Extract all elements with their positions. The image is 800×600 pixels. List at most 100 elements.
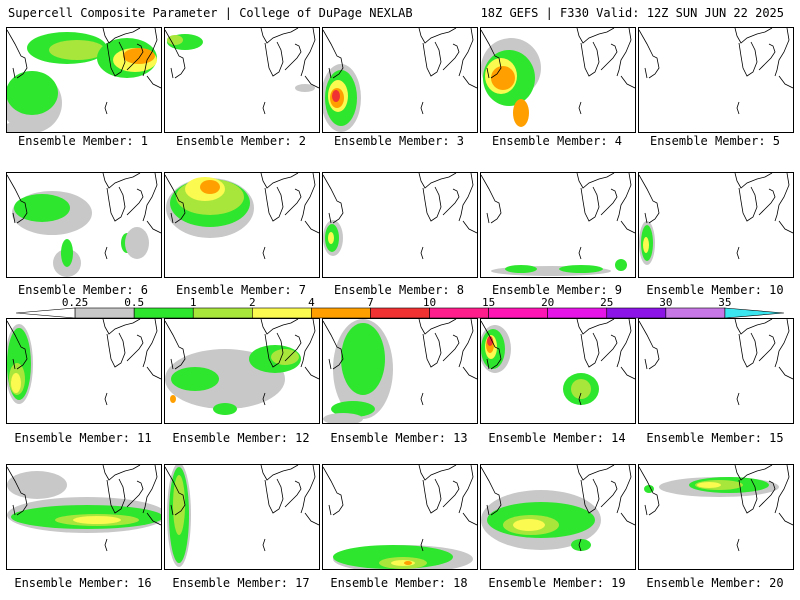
colorbar (15, 307, 785, 319)
scp-shading-region (559, 265, 603, 273)
map-field (481, 465, 635, 552)
colorbar-min-arrow (15, 307, 76, 319)
scp-shading-region (271, 349, 299, 365)
coastline-outline (165, 28, 319, 115)
member-caption: Ensemble Member: 6 (17, 283, 149, 297)
map-field (323, 319, 477, 423)
colorbar-segment (665, 307, 726, 319)
colorbar-segment (370, 307, 430, 319)
colorbar-segment (74, 307, 135, 319)
colorbar-tick-label: 2 (248, 296, 256, 309)
valid-time-label: 18Z GEFS | F330 Valid: 12Z SUN JUN 22 20… (480, 6, 784, 20)
ensemble-member-map (638, 318, 794, 424)
scp-shading-region (487, 336, 493, 346)
scp-shading-region (615, 259, 627, 271)
scp-shading-region (341, 323, 385, 395)
member-caption: Ensemble Member: 4 (491, 134, 623, 148)
scp-shading-region (644, 485, 654, 493)
colorbar-tick-label: 20 (541, 296, 555, 309)
ensemble-member-map (322, 27, 478, 133)
scp-shading-region (328, 232, 334, 244)
colorbar-segment (252, 307, 312, 319)
scp-shading-region (7, 122, 31, 132)
scp-shading-region (331, 401, 375, 417)
member-caption: Ensemble Member: 18 (330, 576, 468, 590)
member-caption: Ensemble Member: 17 (172, 576, 310, 590)
ensemble-member-map (480, 27, 636, 133)
coastline-outline (639, 319, 793, 406)
coastline-outline (639, 28, 793, 115)
map-field (165, 28, 319, 115)
scp-shading-region (170, 395, 176, 403)
ensemble-member-map (6, 464, 162, 570)
member-caption: Ensemble Member: 3 (333, 134, 465, 148)
member-caption: Ensemble Member: 11 (14, 431, 152, 445)
member-caption: Ensemble Member: 1 (17, 134, 149, 148)
coastline-outline (639, 465, 793, 552)
coastline-outline (481, 465, 635, 552)
ensemble-member-map (6, 27, 162, 133)
map-field (323, 28, 477, 132)
scp-shading-region (404, 561, 412, 565)
member-caption: Ensemble Member: 10 (646, 283, 784, 297)
colorbar-segment (192, 307, 253, 319)
map-field (7, 319, 161, 406)
colorbar-tick-label: 7 (367, 296, 374, 309)
ensemble-member-map (480, 172, 636, 278)
colorbar-tick-label: 4 (308, 296, 315, 309)
ensemble-member-map (480, 464, 636, 570)
ensemble-member-map (638, 464, 794, 570)
map-field (639, 465, 793, 552)
member-caption: Ensemble Member: 20 (646, 576, 784, 590)
scp-shading-region (571, 539, 591, 551)
scp-shading-region (123, 48, 155, 64)
map-field (7, 465, 161, 552)
colorbar-segment (488, 307, 548, 319)
colorbar-tick-label: 25 (600, 296, 614, 309)
ensemble-member-map (322, 318, 478, 424)
coastline-outline (323, 465, 477, 552)
member-caption: Ensemble Member: 16 (14, 576, 152, 590)
coastline-outline (165, 465, 319, 552)
member-caption: Ensemble Member: 12 (172, 431, 310, 445)
map-field (481, 173, 635, 276)
colorbar-segment (724, 307, 785, 319)
member-caption: Ensemble Member: 7 (175, 283, 307, 297)
scp-shading-region (323, 413, 363, 423)
colorbar-segment (311, 307, 371, 319)
map-field (639, 319, 793, 406)
scp-shading-region (505, 265, 537, 273)
map-field (165, 465, 319, 567)
map-field (165, 173, 319, 260)
colorbar-segment (133, 307, 194, 319)
coastline-outline (323, 173, 477, 260)
coastline-outline (7, 173, 161, 260)
coastline-outline (639, 173, 793, 260)
map-field (639, 28, 793, 115)
scp-shading-region (513, 99, 529, 127)
coastline-outline (165, 173, 319, 260)
member-caption: Ensemble Member: 19 (488, 576, 626, 590)
colorbar-tick-label: 0.5 (124, 296, 145, 309)
ensemble-member-map (164, 27, 320, 133)
scp-shading-region (513, 519, 545, 531)
scp-shading-region (491, 66, 515, 90)
coastline-outline (323, 319, 477, 406)
scp-shading-region (61, 239, 73, 267)
scp-shading-region (14, 194, 70, 222)
ensemble-member-map (164, 464, 320, 570)
map-title: Supercell Composite Parameter | College … (8, 6, 413, 20)
coastline-outline (481, 319, 635, 406)
scp-shading-region (73, 516, 121, 524)
map-field (481, 319, 635, 406)
colorbar-tick-label: 15 (481, 296, 496, 309)
map-field (323, 173, 477, 260)
ensemble-member-map (164, 172, 320, 278)
scp-shading-region (697, 482, 721, 488)
colorbar-tick-label: 30 (659, 296, 673, 309)
ensemble-member-map (638, 27, 794, 133)
colorbar-segment (547, 307, 608, 319)
coastline-outline (7, 465, 161, 552)
colorbar-tick-label: 0.25 (61, 296, 89, 309)
scp-shading-region (200, 180, 220, 194)
